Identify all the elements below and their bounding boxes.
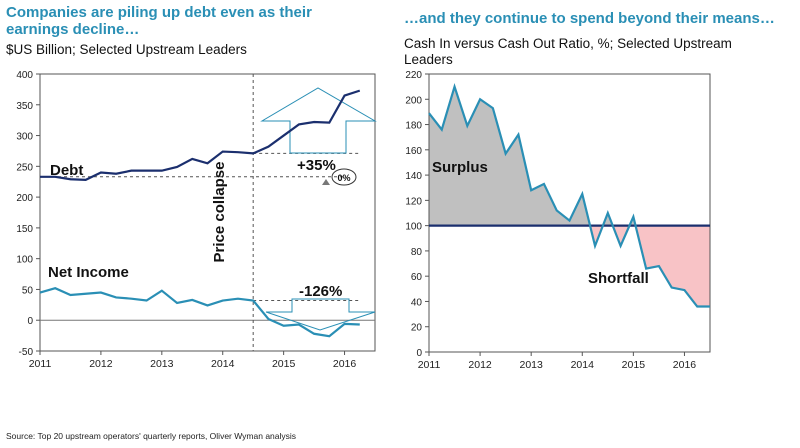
right-x-tick-label: 2011: [418, 359, 441, 371]
price-collapse-label: Price collapse: [211, 162, 228, 263]
shortfall-label: Shortfall: [588, 270, 649, 287]
debt-label: Debt: [50, 162, 83, 179]
left-y-tick-label: -50: [19, 347, 34, 358]
debt-marker-triangle: [322, 179, 330, 185]
shortfall-area: [429, 225, 710, 307]
left-chart: -50 0 50 100 150 200 250 300 350 400 2011 2012 2013 2…: [16, 70, 377, 370]
source-note: Source: Top 20 upstream operators' quart…: [6, 431, 297, 441]
right-chart: 0 20 40 60 80 100 120 140 160 180 200 220 2011 2012 20…: [405, 70, 711, 371]
right-x-tick-label: 2014: [571, 359, 595, 371]
left-y-tick-label: 150: [16, 224, 33, 235]
left-x-tick-label: 2012: [89, 358, 113, 370]
right-y-tick-label: 140: [405, 171, 422, 182]
right-plot-frame: [428, 73, 711, 353]
right-y-tick-label: 0: [416, 348, 422, 359]
right-y-tick-label: 200: [405, 95, 422, 106]
left-x-tick-label: 2016: [333, 358, 357, 370]
right-y-tick-label: 120: [405, 196, 422, 207]
left-title-line-1: Companies are piling up debt even as the…: [6, 4, 312, 21]
left-y-tick-label: 50: [22, 285, 34, 296]
right-y-tick-label: 40: [411, 297, 423, 308]
income-down-arrow: [265, 298, 376, 331]
right-x-tick-label: 2013: [520, 359, 544, 371]
right-subtitle-line-2: Leaders: [404, 52, 453, 67]
right-subtitle: Cash In versus Cash Out Ratio, %; Select…: [404, 36, 732, 68]
left-y-tick-label: 100: [16, 255, 33, 266]
ratio-series-line: [428, 82, 710, 308]
left-subtitle: $US Billion; Selected Upstream Leaders: [6, 42, 247, 57]
right-subtitle-line-1: Cash In versus Cash Out Ratio, %; Select…: [404, 36, 732, 51]
left-y-tick-label: 0: [27, 316, 33, 327]
left-title: Companies are piling up debt even as the…: [6, 4, 312, 38]
right-x-tick-label: 2016: [673, 359, 697, 371]
debt-change-label: +35%: [297, 157, 336, 174]
right-x-tick-label: 2015: [622, 359, 646, 371]
left-y-tick-label: 250: [16, 162, 33, 173]
income-change-label: -126%: [299, 283, 342, 300]
right-title: …and they continue to spend beyond their…: [404, 10, 775, 27]
left-plot-frame: [39, 73, 376, 352]
left-y-tick-label: 200: [16, 193, 33, 204]
left-x-tick-label: 2014: [211, 358, 235, 370]
left-x-tick-label: 2015: [272, 358, 296, 370]
right-y-tick-label: 180: [405, 121, 422, 132]
surplus-area: [429, 86, 710, 226]
right-x-tick-label: 2012: [468, 359, 492, 371]
left-x-tick-label: 2011: [29, 358, 52, 370]
left-title-line-2: earnings decline…: [6, 21, 140, 38]
right-y-tick-label: 160: [405, 146, 422, 157]
right-y-tick-label: 60: [411, 272, 423, 283]
surplus-label: Surplus: [432, 159, 488, 176]
zero-change-badge: [331, 168, 357, 186]
zero-change-badge-label: 0%: [337, 173, 350, 183]
right-y-tick-label: 20: [411, 323, 423, 334]
right-y-tick-label: 220: [405, 70, 422, 81]
debt-series-line: [40, 89, 361, 181]
left-x-tick-label: 2013: [150, 358, 174, 370]
net-income-label: Net Income: [48, 264, 129, 281]
right-y-tick-label: 80: [411, 247, 423, 258]
income-series-line: [39, 287, 360, 338]
left-y-tick-label: 350: [16, 101, 33, 112]
right-y-tick-label: 100: [405, 222, 422, 233]
left-y-tick-label: 400: [16, 70, 33, 81]
debt-up-arrow: [260, 87, 377, 154]
left-y-tick-label: 300: [16, 132, 33, 143]
